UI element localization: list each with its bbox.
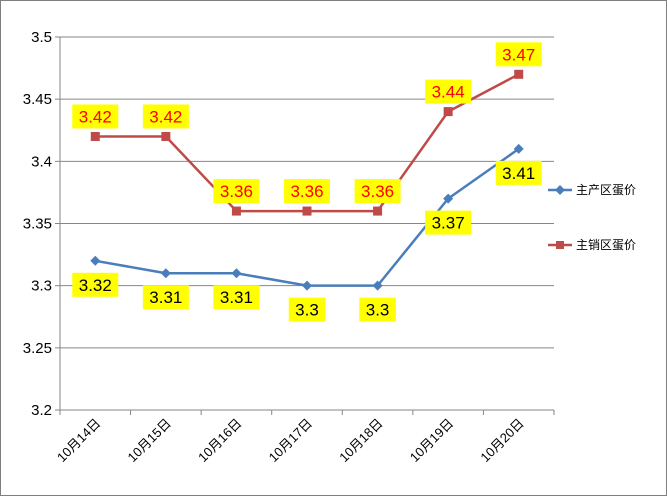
x-tick-label: 10月20日	[477, 416, 526, 465]
data-label: 3.47	[502, 45, 535, 64]
legend-label: 主销区蛋价	[576, 238, 636, 252]
data-point	[90, 255, 101, 266]
data-point	[514, 69, 524, 79]
data-label: 3.31	[149, 288, 182, 307]
data-label: 3.3	[366, 301, 390, 320]
data-label: 3.36	[361, 182, 394, 201]
data-label: 3.44	[432, 83, 465, 102]
data-point	[443, 107, 453, 117]
x-tick-label: 10月17日	[266, 416, 315, 465]
legend-swatch-marker	[555, 185, 565, 195]
data-label-bg	[425, 210, 472, 235]
data-label: 3.3	[295, 301, 319, 320]
data-point	[513, 143, 524, 154]
data-label: 3.31	[220, 288, 253, 307]
data-point	[302, 280, 312, 291]
series-layer	[90, 69, 524, 291]
data-point	[160, 268, 171, 279]
legend-swatch-marker	[556, 241, 564, 249]
data-label-bg	[359, 297, 396, 322]
y-tick-label: 3.2	[31, 402, 52, 419]
legend-label: 主产区蛋价	[576, 183, 636, 197]
y-tick-label: 3.25	[23, 340, 52, 357]
data-point	[90, 131, 100, 141]
data-label-bg	[72, 104, 119, 129]
y-axis-ticks: 3.2 3.25 3.3 3.35 3.4 3.45 3.5	[23, 29, 52, 419]
data-point	[372, 280, 383, 291]
y-tick-label: 3.4	[31, 153, 52, 170]
y-tick-label: 3.35	[23, 216, 52, 233]
data-label: 3.41	[502, 164, 535, 183]
data-label-bg	[354, 179, 401, 204]
y-tick-label: 3.45	[23, 91, 52, 108]
data-label: 3.32	[79, 276, 112, 295]
data-label-bg	[284, 179, 330, 204]
data-point	[161, 131, 171, 141]
data-label-bg	[142, 285, 189, 310]
data-label-bg	[495, 42, 542, 67]
data-label-bg	[213, 285, 260, 310]
x-tick-label: 10月14日	[54, 416, 103, 465]
data-labels: 3.32 3.31 3.31 3.3 3.3 3.37 3.41 3.42 3.42 3.36 3.…	[72, 42, 542, 322]
data-label: 3.36	[220, 182, 253, 201]
data-point	[302, 206, 312, 216]
data-label: 3.37	[432, 214, 465, 233]
data-label: 3.42	[149, 107, 182, 126]
data-point	[231, 206, 241, 216]
data-point	[231, 268, 242, 279]
x-axis-ticks: 10月14日 10月15日 10月16日 10月17日 10月18日 10月19日 10月2…	[54, 416, 527, 465]
x-tick-label: 10月15日	[125, 416, 174, 465]
data-point	[443, 193, 454, 204]
data-label-bg	[142, 104, 189, 129]
data-label-bg	[72, 272, 119, 297]
data-label-bg	[495, 160, 542, 185]
data-label-bg	[425, 79, 472, 104]
y-tick-label: 3.3	[31, 278, 52, 295]
x-tick-label: 10月19日	[407, 416, 456, 465]
data-label: 3.42	[79, 107, 112, 126]
grid	[60, 36, 554, 411]
data-label-bg	[288, 297, 326, 322]
data-point	[373, 206, 383, 216]
axes	[55, 36, 555, 415]
data-label-bg	[213, 179, 260, 204]
y-tick-label: 3.5	[31, 29, 52, 46]
x-tick-label: 10月18日	[336, 416, 385, 465]
x-tick-label: 10月16日	[195, 416, 244, 465]
data-label: 3.36	[290, 182, 323, 201]
